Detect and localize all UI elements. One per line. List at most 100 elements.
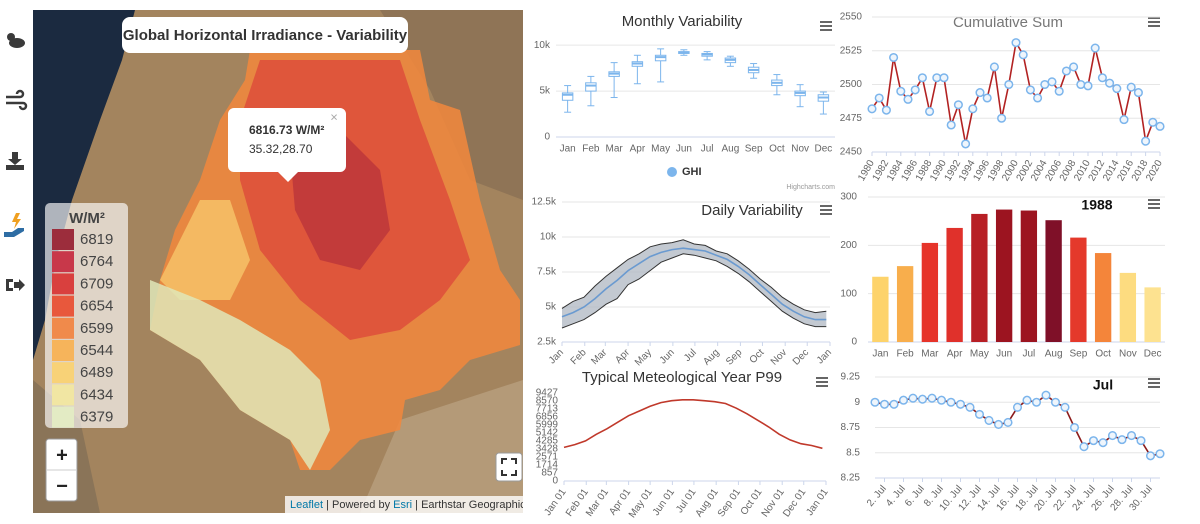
- x-tick-label: May 01: [627, 487, 655, 521]
- x-tick-label: Jun 01: [651, 487, 677, 518]
- point: [1107, 431, 1118, 441]
- y-tick-label: 5999: [536, 420, 559, 431]
- series-line: [561, 239, 827, 314]
- legend: W/M² 6819 6764 6709 6654 6599 6544 6489 6434 637…: [45, 203, 128, 428]
- point: [1126, 431, 1137, 441]
- y-tick-label: 2475: [840, 113, 863, 124]
- y-tick-label: 10k: [540, 232, 557, 243]
- point: [974, 409, 985, 419]
- popup-close[interactable]: ×: [330, 109, 338, 124]
- x-tick-label: Jan: [547, 347, 566, 366]
- y-tick-label: 9427: [536, 388, 559, 399]
- y-tick-label: 300: [840, 192, 857, 203]
- legend-value: 6764: [80, 253, 113, 270]
- x-tick-label: Oct: [1095, 349, 1111, 360]
- x-tick-label: May: [651, 144, 670, 155]
- weather-icon[interactable]: [7, 33, 25, 48]
- point: [867, 104, 877, 114]
- point: [917, 73, 927, 83]
- point: [1088, 436, 1099, 446]
- y-tick-label: 0: [552, 476, 558, 487]
- point: [1155, 121, 1165, 131]
- legend-swatch: [52, 251, 74, 273]
- legend-value: 6599: [80, 320, 113, 337]
- fullscreen-button[interactable]: [495, 452, 523, 482]
- x-tick-label: Sep: [745, 144, 763, 155]
- point: [1148, 117, 1158, 127]
- point: [1003, 417, 1013, 428]
- point: [1155, 449, 1165, 459]
- y-tick-label: 3428: [536, 444, 559, 455]
- zoom-in[interactable]: +: [56, 444, 68, 466]
- heat-region: [150, 280, 330, 470]
- menu-button[interactable]: [816, 377, 828, 387]
- x-tick-label: 2020: [1144, 158, 1165, 183]
- point: [984, 415, 994, 425]
- x-tick-label: Jul: [701, 144, 714, 155]
- point: [1098, 438, 1108, 448]
- point: [1097, 73, 1107, 83]
- legend-swatch: [52, 273, 74, 295]
- bar: [1119, 272, 1137, 342]
- series-line: [561, 247, 827, 321]
- point: [939, 73, 949, 83]
- attribution-part: Leaflet: [290, 499, 323, 511]
- y-tick-label: 10k: [534, 40, 551, 51]
- point: [874, 93, 884, 103]
- download-icon[interactable]: [6, 152, 24, 170]
- point: [1069, 422, 1080, 433]
- x-tick-label: Dec: [1144, 349, 1162, 360]
- point: [982, 93, 992, 103]
- menu-button[interactable]: [820, 205, 832, 215]
- y-tick-label: 2525: [840, 45, 863, 56]
- map[interactable]: Global Horizontal Irradiance - Variabili…: [33, 10, 532, 513]
- menu-button[interactable]: [1148, 199, 1160, 209]
- point: [1083, 81, 1093, 91]
- heat-region: [160, 200, 250, 300]
- bar: [1045, 220, 1062, 342]
- x-tick-label: Aug: [1045, 349, 1063, 360]
- x-tick-label: Apr: [630, 144, 646, 155]
- zoom-out[interactable]: −: [56, 475, 68, 497]
- point: [1069, 62, 1079, 72]
- point: [927, 393, 937, 403]
- map-title: Global Horizontal Irradiance - Variabili…: [123, 27, 408, 44]
- menu-button[interactable]: [1148, 378, 1160, 388]
- legend-swatch: [52, 229, 74, 250]
- attribution-part: Esri: [393, 499, 412, 511]
- y-tick-label: 8.5: [846, 447, 860, 458]
- point: [896, 86, 906, 96]
- y-tick-label: 8.25: [841, 473, 861, 484]
- point: [1145, 451, 1156, 461]
- logout-icon[interactable]: [6, 279, 25, 291]
- point: [879, 399, 890, 409]
- legend-swatch: [52, 295, 74, 317]
- point: [989, 62, 999, 72]
- bar: [1020, 210, 1038, 342]
- x-tick-label: May: [970, 349, 989, 360]
- bar: [971, 213, 988, 342]
- point: [1136, 436, 1146, 446]
- y-tick-label: 1714: [536, 460, 559, 471]
- x-tick-label: 6. Jul: [903, 484, 927, 509]
- x-tick-label: Oct: [769, 144, 785, 155]
- point: [908, 393, 918, 403]
- x-tick-label: Mar: [589, 347, 609, 367]
- y-tick-label: 5k: [539, 86, 551, 97]
- point: [1018, 50, 1028, 60]
- x-tick-label: Dec: [791, 347, 811, 367]
- bar: [1094, 253, 1112, 342]
- point: [961, 139, 971, 149]
- terrain: [360, 380, 523, 513]
- menu-button[interactable]: [820, 21, 832, 31]
- point: [968, 104, 978, 114]
- legend-value: 6434: [80, 386, 113, 403]
- legend-title: W/M²: [69, 210, 105, 227]
- menu-button[interactable]: [1148, 17, 1160, 27]
- y-tick-label: 0: [851, 337, 857, 348]
- energy-icon[interactable]: [4, 213, 24, 237]
- x-tick-label: Jan: [815, 347, 834, 366]
- x-tick-label: Nov: [769, 347, 789, 367]
- point: [917, 394, 928, 404]
- wind-icon[interactable]: [6, 89, 28, 111]
